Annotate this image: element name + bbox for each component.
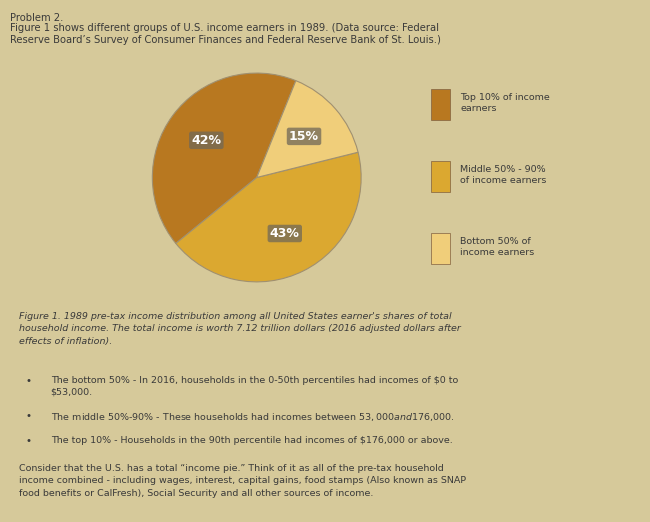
Wedge shape [176,152,361,282]
Text: Consider that the U.S. has a total “income pie.” Think of it as all of the pre-t: Consider that the U.S. has a total “inco… [19,464,466,497]
Text: Figure 1 shows different groups of U.S. income earners in 1989. (Data source: Fe: Figure 1 shows different groups of U.S. … [10,23,439,33]
Text: 43%: 43% [270,227,300,240]
Text: The middle 50%-90% - These households had incomes between $53,000 and $176,000.: The middle 50%-90% - These households ha… [51,411,454,423]
Wedge shape [152,73,296,243]
Text: •: • [25,436,31,446]
Text: Reserve Board’s Survey of Consumer Finances and Federal Reserve Bank of St. Loui: Reserve Board’s Survey of Consumer Finan… [10,35,441,45]
FancyBboxPatch shape [431,233,450,264]
Text: Problem 2.: Problem 2. [10,13,63,23]
Text: 15%: 15% [289,130,319,143]
Text: The bottom 50% - In 2016, households in the 0-50th percentiles had incomes of $0: The bottom 50% - In 2016, households in … [51,376,458,397]
Text: The top 10% - Households in the 90th percentile had incomes of $176,000 or above: The top 10% - Households in the 90th per… [51,436,452,445]
Text: Middle 50% - 90%
of income earners: Middle 50% - 90% of income earners [460,165,547,185]
Text: •: • [25,411,31,421]
Text: Bottom 50% of
income earners: Bottom 50% of income earners [460,237,534,257]
Text: 42%: 42% [191,134,222,147]
FancyBboxPatch shape [431,89,450,120]
FancyBboxPatch shape [431,161,450,192]
Text: •: • [25,376,31,386]
Wedge shape [257,81,358,177]
Text: Top 10% of income
earners: Top 10% of income earners [460,93,550,113]
Text: Figure 1. 1989 pre-tax income distribution among all United States earner's shar: Figure 1. 1989 pre-tax income distributi… [19,312,461,346]
